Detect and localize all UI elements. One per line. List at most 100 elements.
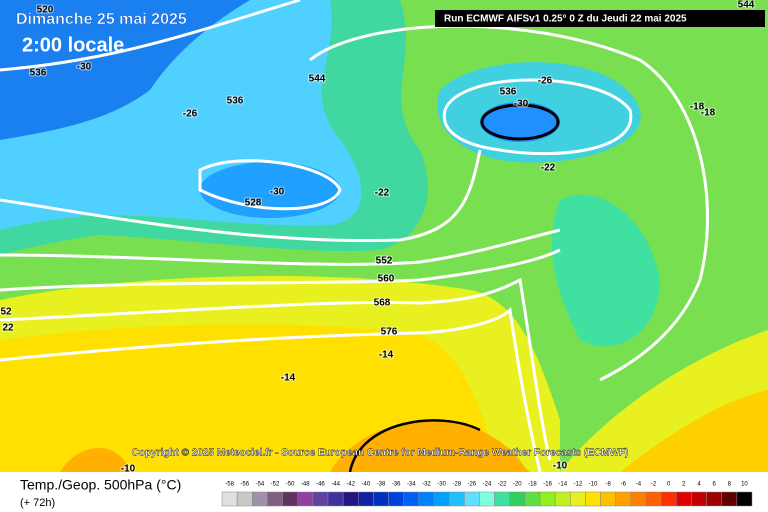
scale-swatch (433, 491, 450, 507)
scale-swatch (373, 491, 389, 507)
contour-label: 552 (376, 256, 393, 267)
scale-label: -40 (362, 482, 371, 488)
scale-swatch (691, 491, 707, 507)
scale-label: -12 (574, 482, 583, 488)
scale-label: 0 (667, 482, 671, 488)
contour (0, 248, 561, 292)
contour (0, 0, 301, 72)
contour-label: 22 (2, 323, 14, 334)
scale-swatch (297, 491, 314, 507)
scale-label: -36 (392, 482, 401, 488)
contour (0, 277, 552, 461)
scale-label: -18 (528, 482, 537, 488)
contour (442, 78, 633, 156)
contour-label: 536 (227, 96, 244, 107)
scale-swatch (358, 491, 374, 507)
scale-swatch (630, 491, 647, 507)
map: Dimanche 25 mai 2025 2:00 locale Run ECM… (0, 0, 768, 476)
contour-label: 536 (30, 68, 47, 79)
scale-label: -10 (589, 482, 598, 488)
scale-swatch (221, 491, 238, 507)
scale-swatch (464, 491, 480, 507)
run-box (435, 10, 765, 27)
contour-label: -26 (183, 109, 198, 120)
contour-label: -18 (690, 102, 705, 113)
scale-label: -44 (331, 482, 340, 488)
scale-swatch (615, 491, 632, 507)
scale-label: -20 (513, 482, 522, 488)
contour-label: 560 (378, 274, 395, 285)
scale-swatch (736, 491, 753, 507)
contour-label: -14 (379, 350, 394, 361)
contour-label: -10 (553, 461, 568, 472)
scale-swatch (327, 491, 344, 507)
contour-label: 576 (381, 327, 398, 338)
scale-label: -32 (422, 482, 431, 488)
scale-label: -50 (286, 482, 295, 488)
scale-label: -28 (452, 482, 461, 488)
scale-label: -6 (621, 482, 627, 488)
contour-label: 544 (309, 74, 326, 85)
contour (0, 306, 542, 473)
scale-label: -4 (636, 482, 642, 488)
scale-swatch (312, 491, 329, 507)
contour-label: -14 (281, 373, 296, 384)
run-info: Run ECMWF AIFSv1 0.25° 0 Z du Jeudi 22 m… (444, 14, 687, 25)
scale-label: -46 (316, 482, 325, 488)
isotherm (480, 103, 560, 141)
scale-swatch (585, 491, 601, 507)
scale-label: 4 (697, 482, 701, 488)
contour (198, 159, 342, 211)
scale-swatch (570, 491, 586, 507)
scale-swatch (676, 491, 692, 507)
warm-east-core (620, 390, 768, 472)
scale-swatch (479, 491, 495, 507)
scale-swatch (706, 491, 722, 507)
scale-swatch (554, 491, 571, 507)
legend-title: Temp./Geop. 500hPa (°C) (20, 477, 181, 493)
scale-swatch (509, 491, 526, 507)
scale-swatch (660, 491, 677, 507)
scale-label: -42 (346, 482, 355, 488)
scale-swatch (252, 491, 268, 507)
scale-label: -54 (256, 482, 265, 488)
legend-lead: (+ 72h) (20, 497, 55, 509)
scale-label: -58 (225, 482, 234, 488)
contour-label: 528 (245, 198, 262, 209)
scale-label: -22 (498, 482, 507, 488)
contour-label: -30 (514, 99, 529, 110)
scale-label: -56 (240, 482, 249, 488)
scale-label: -30 (437, 482, 446, 488)
contour-label: 544 (738, 0, 755, 11)
contour-label: 568 (374, 298, 391, 309)
contour-label: -26 (538, 76, 553, 87)
scale-swatch (267, 491, 283, 507)
trough (551, 194, 660, 347)
scale-label: 10 (741, 482, 748, 488)
contours (0, 0, 709, 473)
scale-swatch (524, 491, 541, 507)
scale-swatch (388, 491, 404, 507)
contour (309, 24, 709, 382)
copyright: Copyright © 2025 Meteociel.fr - Source E… (132, 448, 629, 459)
scale-swatch (342, 491, 359, 507)
scale-swatch (645, 491, 662, 507)
scale-label: -38 (377, 482, 386, 488)
scale-label: 8 (728, 482, 732, 488)
contour-label: 536 (500, 87, 517, 98)
contour-label: -22 (541, 163, 556, 174)
scale-swatch (494, 491, 510, 507)
low-ne-core (480, 102, 560, 142)
scale-label: -48 (301, 482, 310, 488)
scale-swatch (236, 491, 253, 507)
scale-label: -34 (407, 482, 416, 488)
map-time: 2:00 locale (22, 34, 124, 56)
scale-label: -52 (271, 482, 280, 488)
scale-label: -24 (483, 482, 492, 488)
scale-swatch (539, 491, 556, 507)
scale-label: -26 (468, 482, 477, 488)
scale-swatch (282, 491, 298, 507)
contour-label: 520 (37, 5, 54, 16)
